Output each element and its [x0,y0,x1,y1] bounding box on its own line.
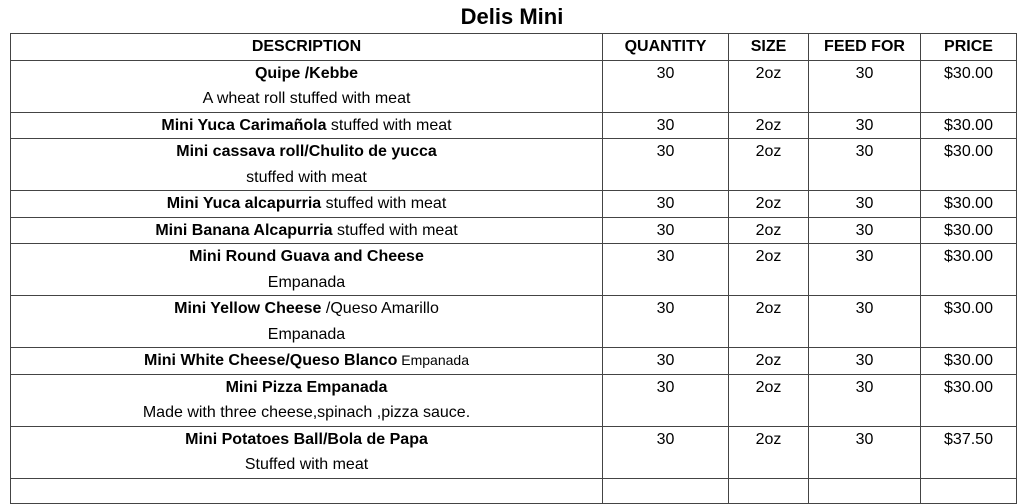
item-name: Mini Yellow Cheese [174,300,322,317]
item-feed-for: 30 [808,138,921,191]
item-price: $30.00 [920,138,1017,191]
item-size: 2oz [728,373,809,427]
item-detail: Empanada [267,325,346,343]
table-header-row: DESCRIPTION QUANTITY SIZE FEED FOR PRICE [10,33,1017,61]
item-size: 2oz [728,243,809,296]
item-description: Mini Banana Alcapurria stuffed with meat [10,216,603,244]
table-row: Mini Yellow Cheese /Queso Amarillo Empan… [10,295,1017,348]
item-description: Mini Yuca alcapurria stuffed with meat [10,190,603,218]
item-feed-for: 30 [808,295,921,348]
item-description: Mini Yellow Cheese /Queso Amarillo Empan… [10,295,603,348]
item-detail: stuffed with meat [326,116,452,134]
item-detail: stuffed with meat [332,221,458,239]
item-description: Mini cassava roll/Chulito de yucca stuff… [10,138,603,191]
item-price: $30.00 [920,59,1017,113]
item-price: $37.50 [920,425,1017,479]
item-price: $30.00 [920,190,1017,218]
item-price: $30.00 [920,111,1017,139]
table-row: Mini Banana Alcapurria stuffed with meat… [10,216,1017,244]
header-feed-for: FEED FOR [808,33,921,61]
item-feed-for: 30 [808,216,921,244]
item-feed-for: 30 [808,373,921,427]
table-row: Mini Pizza Empanada Made with three chee… [10,373,1017,427]
item-quantity: 30 [602,190,729,218]
item-price: $30.00 [920,373,1017,427]
item-quantity: 30 [602,216,729,244]
table-row: Mini Yuca Carimañola stuffed with meat 3… [10,111,1017,139]
item-size: 2oz [728,190,809,218]
item-size: 2oz [728,425,809,479]
page-title: Delis Mini [460,4,564,29]
item-detail: Stuffed with meat [244,456,369,473]
item-name: Mini Yuca Carimañola [161,116,327,134]
header-price: PRICE [920,33,1017,61]
item-description: Quipe /Kebbe A wheat roll stuffed with m… [10,59,603,113]
item-feed-for: 30 [808,243,921,296]
empty-cell [808,477,921,504]
item-price: $30.00 [920,295,1017,348]
item-size: 2oz [728,59,809,113]
item-name: Mini Pizza Empanada [225,378,388,396]
item-detail: A wheat roll stuffed with meat [202,90,411,107]
item-detail: Made with three cheese,spinach ,pizza sa… [142,404,471,421]
item-feed-for: 30 [808,190,921,218]
item-quantity: 30 [602,111,729,139]
item-quantity: 30 [602,59,729,113]
item-description: Mini White Cheese/Queso Blanco Empanada [10,347,603,375]
empty-cell [10,477,603,504]
item-quantity: 30 [602,295,729,348]
empty-cell [920,477,1017,504]
item-detail-inline: /Queso Amarillo [321,300,439,317]
item-quantity: 30 [602,373,729,427]
table-row: Quipe /Kebbe A wheat roll stuffed with m… [10,59,1017,113]
item-quantity: 30 [602,243,729,296]
table-row: Mini Potatoes Ball/Bola de Papa Stuffed … [10,425,1017,479]
item-description: Mini Potatoes Ball/Bola de Papa Stuffed … [10,425,603,479]
item-feed-for: 30 [808,347,921,375]
item-size: 2oz [728,295,809,348]
item-description: Mini Round Guava and Cheese Empanada [10,243,603,296]
item-name: Mini Potatoes Ball/Bola de Papa [185,430,428,448]
item-size: 2oz [728,138,809,191]
header-size: SIZE [728,33,809,61]
item-feed-for: 30 [808,425,921,479]
item-name: Mini Banana Alcapurria [155,221,333,239]
item-quantity: 30 [602,425,729,479]
item-name: Mini Round Guava and Cheese [189,248,424,265]
empty-cell [602,477,729,504]
item-name: Mini White Cheese/Queso Blanco [144,352,398,369]
table-row: Mini White Cheese/Queso Blanco Empanada … [10,347,1017,375]
item-name: Mini Yuca alcapurria [166,195,322,212]
item-name: Mini cassava roll/Chulito de yucca [176,143,437,160]
item-feed-for: 30 [808,111,921,139]
item-size: 2oz [728,347,809,375]
item-detail: Empanada [267,273,346,291]
item-description: Mini Pizza Empanada Made with three chee… [10,373,603,427]
item-feed-for: 30 [808,59,921,113]
header-quantity: QUANTITY [602,33,729,61]
item-quantity: 30 [602,347,729,375]
header-description: DESCRIPTION [10,33,603,61]
item-price: $30.00 [920,243,1017,296]
empty-row [10,477,1017,504]
item-quantity: 30 [602,138,729,191]
item-price: $30.00 [920,216,1017,244]
item-detail: Empanada [397,352,469,368]
item-price: $30.00 [920,347,1017,375]
item-name: Quipe /Kebbe [254,64,359,82]
item-size: 2oz [728,216,809,244]
table-row: Mini Yuca alcapurria stuffed with meat 3… [10,190,1017,218]
item-description: Mini Yuca Carimañola stuffed with meat [10,111,603,139]
menu-table: DESCRIPTION QUANTITY SIZE FEED FOR PRICE… [10,33,1017,504]
item-size: 2oz [728,111,809,139]
empty-cell [728,477,809,504]
item-detail: stuffed with meat [321,195,447,212]
table-row: Mini cassava roll/Chulito de yucca stuff… [10,138,1017,191]
table-row: Mini Round Guava and Cheese Empanada 30 … [10,243,1017,296]
item-detail: stuffed with meat [246,168,367,186]
